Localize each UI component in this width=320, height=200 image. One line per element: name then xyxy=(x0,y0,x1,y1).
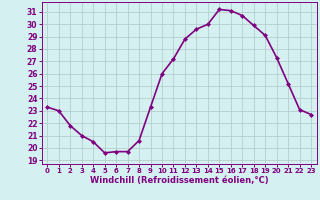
X-axis label: Windchill (Refroidissement éolien,°C): Windchill (Refroidissement éolien,°C) xyxy=(90,176,268,185)
